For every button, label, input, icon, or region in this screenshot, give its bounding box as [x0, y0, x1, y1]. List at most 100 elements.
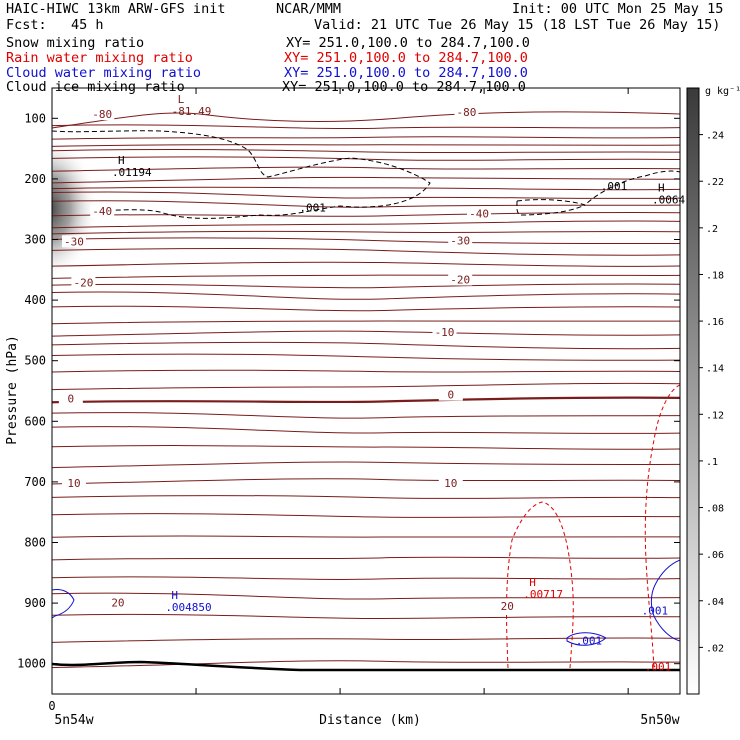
- isotherm-label: -40: [469, 207, 489, 220]
- extremum-value: .0064: [652, 194, 685, 207]
- y-tick-label: 200: [24, 172, 46, 186]
- isotherm-line: [52, 576, 680, 580]
- isotherm-label: -20: [73, 277, 93, 290]
- isotherm-label: 0: [447, 389, 454, 402]
- isotherm-minus80: [52, 111, 680, 129]
- isotherm-line: [52, 156, 680, 161]
- terrain-surface: [52, 660, 680, 672]
- y-tick-label: 600: [24, 414, 46, 428]
- snow-contour-001-right: [516, 170, 680, 216]
- field-xy-cloud-ice: XY= 251.0,100.0 to 284.7,100.0: [282, 79, 526, 95]
- isotherm-line: [52, 186, 680, 191]
- label-mask: [467, 207, 492, 220]
- y-tick-label: 100: [24, 111, 46, 125]
- isotherm-line: [52, 556, 680, 561]
- isotherm-label: -30: [64, 235, 84, 248]
- colorbar-tick-label: .06: [706, 550, 724, 561]
- isotherm-label: -80: [457, 106, 477, 119]
- colorbar-tick-label: .02: [706, 643, 724, 654]
- isotherm-line: [52, 261, 680, 267]
- extremum-mark: L: [178, 93, 185, 106]
- isotherm-line: [52, 396, 680, 404]
- label-mask: [432, 326, 457, 339]
- contour-label: .001: [645, 661, 672, 674]
- isotherm-line: [52, 353, 680, 361]
- forecast-hour: Fcst: 45 h: [6, 17, 104, 33]
- colorbar-ramp: [686, 87, 700, 695]
- y-tick-label: 800: [24, 536, 46, 550]
- isotherm-line: [52, 136, 680, 140]
- isotherm-line: [52, 341, 680, 350]
- y-tick-label: 700: [24, 475, 46, 489]
- label-mask: [90, 205, 115, 218]
- rain-contour-001: [506, 501, 574, 669]
- isotherm-line: [52, 369, 680, 373]
- label-mask: [105, 596, 130, 609]
- colorbar-tick-label: .12: [706, 410, 724, 421]
- label-mask: [495, 600, 520, 613]
- isotherm-line: [52, 166, 680, 172]
- title-center: NCAR/MMM: [276, 1, 342, 17]
- isotherm-label: 20: [501, 600, 514, 613]
- contour-label: .001: [576, 635, 603, 648]
- init-time: Init: 00 UTC Mon 25 May 15: [512, 1, 724, 17]
- extremum-mark: H: [171, 589, 178, 602]
- isotherm-line: [52, 495, 680, 500]
- label-mask: [71, 276, 96, 289]
- isotherm-label: 0: [68, 392, 75, 405]
- isotherm-label: -40: [92, 205, 112, 218]
- isotherm-line: [52, 291, 680, 300]
- extremum-mark: H: [658, 182, 665, 195]
- colorbar-tick-label: .22: [706, 177, 724, 188]
- isotherm-line: [52, 461, 680, 469]
- label-mask: [90, 108, 115, 121]
- extremum-value: -81.49: [172, 105, 212, 118]
- title-left: HAIC-HIWC 13km ARW-GFS init: [6, 1, 226, 17]
- label-mask: [61, 477, 86, 490]
- colorbar-tick-label: .08: [706, 504, 724, 515]
- isotherm-line: [52, 212, 680, 217]
- label-mask: [61, 235, 86, 248]
- isotherm-label: 20: [111, 596, 124, 609]
- colorbar-unit: g kg⁻¹: [705, 86, 740, 97]
- label-mask: [448, 273, 473, 286]
- isotherm-label: -80: [92, 108, 112, 121]
- cloud-water-contour-left: [52, 589, 75, 619]
- cloud-water-contour-right: [650, 559, 680, 642]
- colorbar-tick-label: .16: [706, 317, 724, 328]
- isotherm-line: [52, 283, 680, 289]
- extremum-mark: H: [118, 154, 125, 167]
- y-tick-label: 1000: [17, 657, 46, 671]
- field-xy-snow: XY= 251.0,100.0 to 284.7,100.0: [286, 35, 530, 51]
- colorbar-tick-label: .04: [706, 597, 724, 608]
- valid-time: Valid: 21 UTC Tue 26 May 15 (18 LST Tue …: [314, 17, 721, 33]
- field-label-cloud-water: Cloud water mixing ratio: [6, 65, 202, 81]
- field-label-snow: Snow mixing ratio: [6, 35, 145, 51]
- isotherm-line: [52, 148, 680, 154]
- isotherm-line: [52, 330, 680, 337]
- isotherm-line: [52, 382, 680, 391]
- contour-label: .001: [299, 201, 326, 214]
- isotherm-line: [52, 274, 680, 279]
- field-xy-cloud-water: XY= 251.0,100.0 to 284.7,100.0: [284, 65, 528, 81]
- y-tick-label: 400: [24, 293, 46, 307]
- isotherm-line: [52, 320, 680, 325]
- isotherm-line: [52, 478, 680, 485]
- y-axis-label: Pressure (hPa): [5, 335, 20, 445]
- isotherm-line: [52, 412, 680, 419]
- field-xy-rain: XY= 251.0,100.0 to 284.7,100.0: [284, 50, 528, 66]
- isotherm-line: [52, 592, 680, 600]
- label-mask: [448, 234, 473, 247]
- isotherm-line: [52, 535, 680, 538]
- field-label-rain: Rain water mixing ratio: [6, 50, 193, 66]
- isotherm-label: -30: [450, 235, 470, 248]
- y-tick-label: 900: [24, 596, 46, 610]
- extremum-value: .00717: [523, 588, 563, 601]
- plot-frame: [51, 87, 681, 695]
- label-mask: [454, 106, 479, 119]
- isotherm-line: [52, 637, 680, 643]
- contour-label: .001: [642, 604, 669, 617]
- isotherm-line: [52, 445, 680, 450]
- isotherm-line: [52, 144, 680, 147]
